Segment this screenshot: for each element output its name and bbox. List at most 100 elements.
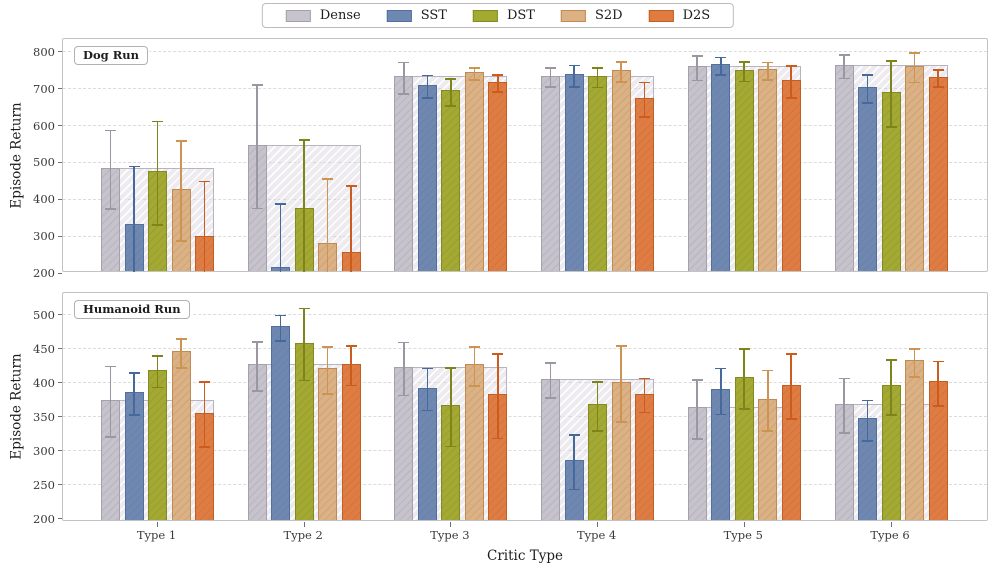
bar-group-type-2	[247, 293, 361, 520]
error-bar-line	[450, 79, 452, 106]
bar-sst	[858, 86, 877, 271]
error-bar-line	[403, 342, 405, 396]
error-bar-cap-bottom	[568, 488, 580, 491]
bar-dense	[541, 378, 561, 520]
error-bar-cap-bottom	[932, 86, 944, 89]
error-bar-cap-top	[251, 341, 263, 343]
error-bar-cap-bottom	[762, 430, 774, 432]
error-bar-cap-top	[568, 434, 580, 436]
error-bar-line	[180, 140, 182, 241]
bar-sst	[711, 64, 731, 271]
error-bar-cap-top	[762, 61, 774, 64]
error-bar-line	[790, 354, 793, 419]
error-bar-cap-bottom	[199, 446, 210, 449]
y-tick-label: 250	[33, 477, 55, 492]
bar-d2s	[635, 97, 655, 271]
gridline	[63, 382, 987, 384]
y-tick-mark	[57, 314, 62, 316]
error-bar-cap-top	[468, 345, 480, 348]
error-bar-cap-top	[275, 314, 287, 317]
bar-group-type-5	[687, 293, 801, 520]
error-bar-cap-bottom	[152, 386, 163, 389]
legend-swatch-dense	[285, 9, 311, 22]
error-bar-line	[156, 356, 159, 388]
error-bar-cap-bottom	[639, 116, 651, 118]
gridline	[63, 348, 987, 350]
error-bar-line	[203, 382, 206, 448]
error-bar-line	[596, 382, 599, 431]
error-bar-cap-bottom	[492, 437, 504, 440]
bar-s2d	[758, 69, 778, 271]
error-bar-cap-bottom	[785, 97, 797, 99]
error-bar-cap-top	[105, 129, 116, 132]
error-bar-cap-top	[715, 56, 727, 59]
gridline	[63, 161, 987, 163]
error-bar-line	[109, 366, 112, 438]
bar-dense	[687, 407, 707, 520]
y-tick-mark	[57, 88, 62, 90]
x-tick-mark	[450, 521, 452, 527]
error-bar-cap-bottom	[322, 393, 334, 396]
bar-group-type-1	[101, 293, 214, 520]
error-bar-cap-bottom	[909, 376, 920, 379]
y-tick-label: 200	[33, 266, 55, 280]
error-bar-cap-bottom	[251, 390, 263, 392]
error-bar-cap-top	[445, 78, 457, 80]
y-tick-mark	[57, 51, 62, 53]
error-bar-line	[497, 75, 499, 93]
error-bar-line	[473, 346, 476, 387]
error-bar-cap-bottom	[615, 421, 627, 423]
x-tick-label-type-5: Type 5	[723, 528, 763, 542]
y-tick-label: 300	[33, 443, 55, 458]
bar-d2s	[635, 393, 655, 520]
error-bar-cap-top	[691, 55, 703, 57]
bar-dense	[247, 364, 267, 520]
y-tick-label: 350	[33, 409, 55, 424]
bar-dense	[101, 399, 120, 520]
subplot-humanoid-run: Humanoid Run 200 250 300 350 400 450 500	[33, 292, 988, 527]
y-tick-label: 800	[33, 44, 55, 59]
error-bar-cap-bottom	[691, 79, 703, 82]
bar-dense	[834, 64, 854, 271]
error-bar-cap-top	[345, 345, 357, 347]
error-bar-cap-top	[398, 61, 410, 64]
bar-sst	[711, 388, 731, 520]
x-tick-label-type-6: Type 6	[870, 528, 910, 542]
panel-title-dog-run: Dog Run	[74, 46, 148, 65]
gridline	[63, 88, 987, 90]
bar-group-type-6	[834, 293, 948, 520]
error-bar-line	[326, 346, 329, 395]
bar-sst	[417, 387, 437, 520]
error-bar-cap-top	[492, 74, 504, 76]
y-tick-mark	[57, 450, 62, 452]
error-bar-line	[937, 70, 939, 88]
error-bar-cap-top	[885, 59, 897, 62]
y-tick-label: 700	[33, 81, 55, 96]
error-bar-line	[643, 82, 646, 118]
error-bar-line	[279, 315, 282, 342]
error-bar-line	[133, 373, 135, 416]
error-bar-cap-bottom	[715, 413, 727, 416]
gridline	[63, 450, 987, 452]
error-bar-line	[790, 66, 793, 98]
error-bar-line	[596, 67, 599, 88]
bar-s2d	[464, 364, 484, 520]
y-tick-mark	[57, 484, 62, 486]
error-bar-cap-bottom	[545, 86, 557, 89]
error-bar-cap-top	[932, 69, 944, 72]
error-bar-line	[743, 348, 746, 410]
y-tick-label: 500	[33, 307, 55, 322]
bar-d2s	[781, 80, 801, 271]
error-bar-line	[279, 204, 282, 272]
error-bar-line	[350, 346, 352, 386]
legend-item-sst: SST	[374, 8, 460, 23]
bar-group-type-2	[247, 39, 361, 272]
error-bar-cap-bottom	[298, 379, 310, 382]
error-bar-line	[696, 55, 699, 81]
y-tick-mark	[57, 348, 62, 350]
error-bar-cap-top	[715, 367, 727, 370]
error-bar-line	[719, 368, 722, 415]
x-tick-label-type-4: Type 4	[576, 528, 617, 542]
error-bar-line	[450, 367, 452, 447]
error-bar-line	[473, 67, 476, 81]
